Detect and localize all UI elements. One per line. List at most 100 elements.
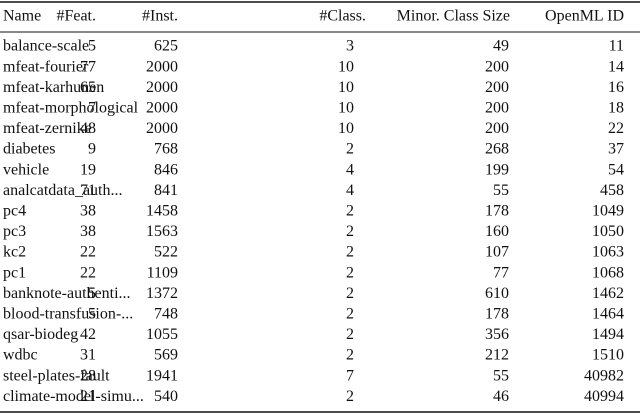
cell: 10 [338,99,354,116]
dataset-name: analcatdata_auth... [3,182,123,199]
cell: 10 [338,79,354,96]
cell: 42 [80,326,96,343]
cell: 40994 [584,388,624,405]
cell: 22 [608,120,624,137]
dataset-name: blood-transfusion-... [3,305,133,322]
cell: 19 [80,161,96,178]
cell: 107 [485,244,509,261]
cell: 748 [154,305,178,322]
cell: 40982 [584,367,624,384]
cell: 2 [346,223,354,240]
cell: 212 [485,347,509,364]
cell: 1372 [146,285,178,302]
cell: 1063 [592,244,624,261]
cell: 1458 [146,202,178,219]
dataset-name: mfeat-fourier [3,58,89,75]
cell: 7 [88,99,96,116]
header-cell: Name [3,8,41,25]
cell: 540 [154,388,178,405]
cell: 31 [80,347,96,364]
dataset-name: mfeat-morphological [3,99,139,116]
cell: 1462 [592,285,624,302]
cell: 2 [346,285,354,302]
dataset-name: wdbc [3,347,38,364]
cell: 54 [608,161,624,178]
dataset-name: qsar-biodeg [3,326,78,343]
header-cell: #Inst. [142,8,178,25]
cell: 841 [154,182,178,199]
cell: 610 [485,285,509,302]
cell: 268 [485,141,509,158]
dataset-name: kc2 [3,244,26,261]
cell: 22 [80,244,96,261]
cell: 2000 [146,58,178,75]
cell: 199 [485,161,509,178]
dataset-name: pc3 [3,223,26,240]
cell: 16 [608,79,624,96]
cell: 7 [346,367,354,384]
cell: 21 [80,388,96,405]
cell: 46 [493,388,509,405]
cell: 77 [80,58,96,75]
dataset-name: banknote-authenti... [3,285,131,302]
cell: 2 [346,305,354,322]
cell: 14 [608,58,624,75]
cell: 2000 [146,79,178,96]
cell: 65 [80,79,96,96]
cell: 178 [485,202,509,219]
cell: 2 [346,388,354,405]
cell: 49 [493,38,509,55]
cell: 2 [346,347,354,364]
cell: 160 [485,223,509,240]
cell: 458 [600,182,624,199]
cell: 18 [608,99,624,116]
cell: 3 [346,38,354,55]
dataset-name: pc4 [3,202,26,219]
cell: 5 [88,38,96,55]
cell: 38 [80,223,96,240]
dataset-name: mfeat-zernike [3,120,92,137]
cell: 356 [485,326,509,343]
dataset-name: diabetes [3,141,55,158]
cell: 1068 [592,264,624,281]
cell: 768 [154,141,178,158]
cell: 4 [346,182,354,199]
cell: 2 [346,326,354,343]
cell: 55 [493,182,509,199]
cell: 1055 [146,326,178,343]
cell: 200 [485,99,509,116]
cell: 10 [338,58,354,75]
cell: 2 [346,141,354,158]
cell: 1050 [592,223,624,240]
cell: 77 [493,264,509,281]
cell: 11 [609,38,624,55]
cell: 4 [346,161,354,178]
header-cell: #Class. [319,8,366,25]
cell: 2000 [146,120,178,137]
cell: 1941 [146,367,178,384]
cell: 200 [485,79,509,96]
cell: 48 [80,120,96,137]
dataset-name: balance-scale [3,38,89,55]
cell: 1510 [592,347,624,364]
cell: 22 [80,264,96,281]
cell: 1049 [592,202,624,219]
cell: 2000 [146,99,178,116]
cell: 2 [346,202,354,219]
header-cell: #Feat. [56,8,96,25]
cell: 38 [80,202,96,219]
dataset-name: vehicle [3,161,49,178]
cell: 846 [154,161,178,178]
cell: 522 [154,244,178,261]
cell: 55 [493,367,509,384]
dataset-name: climate-model-simu... [3,388,144,405]
header-cell: Minor. Class Size [397,8,510,25]
cell: 28 [80,367,96,384]
cell: 9 [88,141,96,158]
cell: 5 [88,305,96,322]
cell: 2 [346,244,354,261]
header-cell: OpenML ID [545,8,624,25]
cell: 2 [346,264,354,281]
dataset-name: steel-plates-fault [3,367,110,384]
